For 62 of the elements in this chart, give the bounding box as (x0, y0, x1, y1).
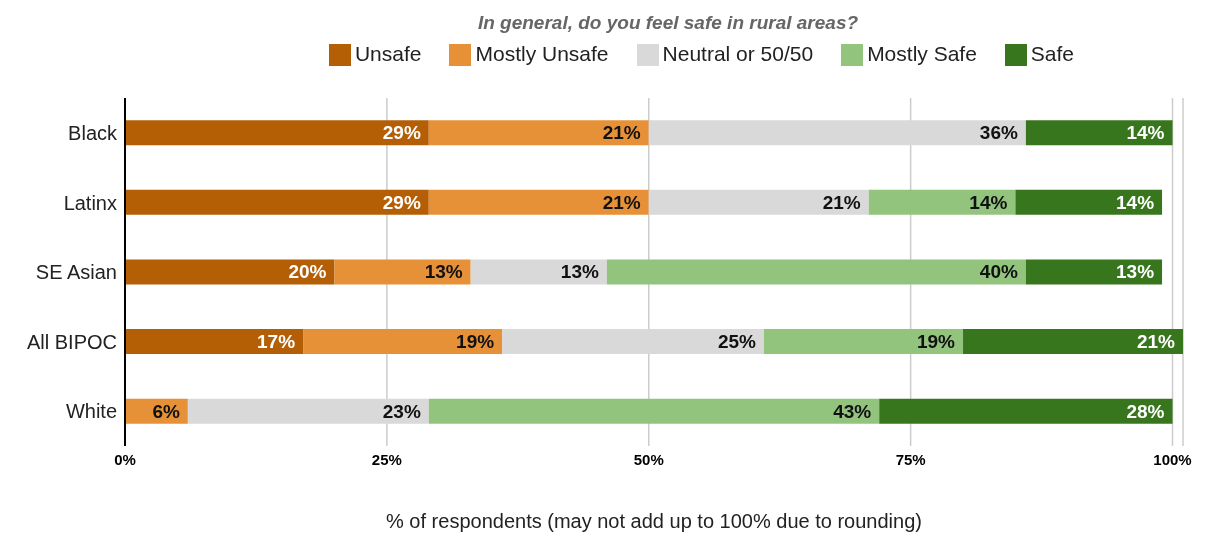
data-label: 23% (382, 400, 421, 422)
bar (606, 259, 1026, 285)
bar (868, 189, 1016, 215)
data-label: 21% (602, 122, 641, 144)
x-tick-label: 75% (895, 450, 926, 468)
legend-label: Neutral or 50/50 (662, 42, 814, 65)
data-label: 19% (456, 331, 495, 353)
data-label: 14% (1116, 191, 1155, 213)
bar (125, 329, 304, 355)
data-label: 20% (288, 261, 327, 283)
bar (1025, 259, 1163, 285)
bar (963, 329, 1183, 355)
data-label: 13% (1116, 261, 1155, 283)
x-tick-label: 25% (371, 450, 402, 468)
data-label: 14% (1126, 122, 1165, 144)
bar (648, 120, 1026, 146)
x-tick-label: 0% (114, 450, 136, 468)
data-label: 17% (257, 331, 296, 353)
bar (470, 259, 607, 285)
data-label: 21% (602, 191, 641, 213)
bar (125, 189, 429, 215)
legend-label: Unsafe (354, 42, 422, 65)
y-tick-label: White (65, 400, 117, 423)
x-axis-title: % of respondents (may not add up to 100% due to rounding) (386, 510, 922, 532)
y-tick-label: Black (68, 121, 118, 144)
data-label: 13% (560, 261, 599, 283)
y-tick-label: Latinx (63, 191, 117, 214)
bar (1015, 189, 1163, 215)
data-label: 29% (382, 191, 421, 213)
data-label: 21% (1136, 331, 1176, 353)
bar (648, 189, 869, 215)
bar (428, 120, 649, 146)
data-label: 25% (717, 331, 757, 353)
x-tick-label: 100% (1153, 450, 1192, 468)
data-label: 36% (979, 122, 1018, 144)
bar (303, 329, 503, 355)
y-tick-label: All BIPOC (26, 330, 117, 353)
data-label: 21% (822, 191, 861, 213)
legend-label: Mostly Unsafe (475, 42, 609, 65)
bar (428, 189, 649, 215)
data-label: 6% (152, 400, 180, 422)
x-tick-label: 50% (633, 450, 664, 468)
data-label: 29% (382, 122, 421, 144)
bar (763, 329, 964, 355)
legend-label: Safe (1030, 42, 1075, 65)
bar (1025, 120, 1173, 146)
data-label: 19% (916, 331, 956, 353)
bar (502, 329, 764, 355)
y-tick-label: SE Asian (35, 261, 117, 284)
data-label: 43% (833, 400, 872, 422)
chart-title: In general, do you feel safe in rural areas? (476, 11, 860, 35)
legend-label: Mostly Safe (867, 42, 977, 65)
data-label: 40% (979, 261, 1018, 283)
bar (428, 398, 880, 424)
bar (125, 120, 429, 146)
bar (334, 259, 471, 285)
bar (125, 259, 335, 285)
data-label: 28% (1126, 400, 1165, 422)
data-label: 13% (424, 261, 463, 283)
data-label: 14% (969, 191, 1008, 213)
bar (187, 398, 429, 424)
bar (879, 398, 1173, 424)
